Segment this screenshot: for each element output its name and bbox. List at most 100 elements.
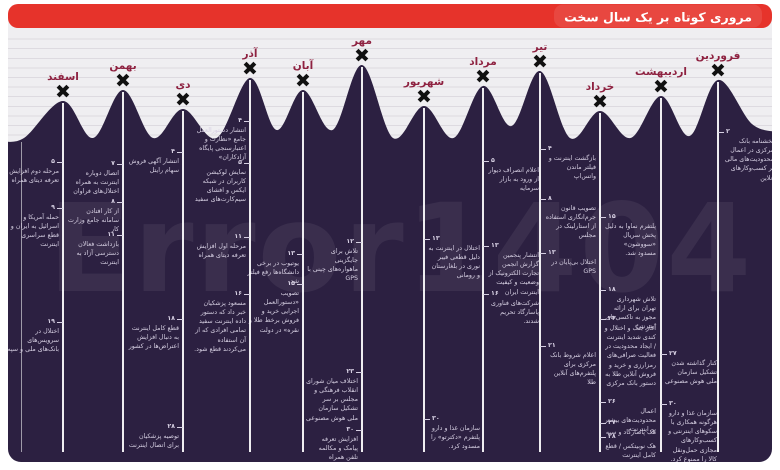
event-day-number: ۱۲: [306, 238, 362, 247]
event-text: افزایش تعرفه پیامک و مکالمه تلفن همراه: [318, 436, 358, 462]
timeline-event: ۸ از کار افتادن سامانه جامع وزارت کار: [67, 198, 123, 234]
timeline-event: ۳۰ افزایش تعرفه پیامک و مکالمه تلفن همراه: [306, 426, 362, 462]
timeline-event: ۲۳ اختلاف میان شورای انقلاب فرهنگی و مجلس…: [306, 368, 362, 423]
event-text: انتشار دستورالعمل جامع «نظارت و اعتبارسن…: [196, 127, 246, 162]
event-text: تلاش شهرداری تهران برای ارائه مجوز به تا…: [605, 296, 656, 331]
month-label: فروردین: [695, 50, 741, 62]
event-day-number: ۸: [67, 198, 123, 207]
peak-x-marker-icon: ✖: [532, 51, 548, 73]
page-title: مروری کوتاه بر یک سال سخت: [564, 9, 752, 25]
event-day-number: ۲۸: [600, 433, 656, 442]
timeline-event: ۸ تصویب قانون جرم‌انگاری استفاده از استار…: [540, 195, 596, 241]
peak-x-marker-icon: ✖: [175, 89, 191, 111]
event-text: اعمال محدودیت‌های بیشتر بر اینترنت: [604, 408, 656, 434]
timeline-event: ۱۸ قطع کامل اینترنت به دنبال افزایش اعترا…: [127, 315, 183, 351]
peak-x-marker-icon: ✖: [592, 91, 608, 113]
event-text: اتصال دوباره اینترنت به همراه اختلال‌های…: [73, 170, 119, 196]
timeline-event: ۱۶ مسعود پزشکیان خبر داد که دستور داده ای…: [194, 290, 250, 354]
month-label: دی: [175, 79, 191, 91]
timeline-event: ۷ اتصال دوباره اینترنت به همراه اختلال‌ها…: [67, 160, 123, 196]
event-day-number: ۱۱: [194, 233, 250, 242]
month-label: تیر: [532, 41, 548, 53]
event-text: حمله آمریکا و اسرائیل به ایران و قطع سرا…: [10, 214, 59, 249]
event-text: اعلام شروط بانک مرکزی برای پلتفرم‌های آن…: [550, 352, 596, 387]
event-day-number: ۴: [540, 145, 596, 154]
event-text: انتشار آگهی فروش سهام رایتل: [128, 158, 179, 175]
event-day-number: ۱۶: [194, 290, 250, 299]
event-text: سازمان غذا و دارو پلتفرم «دکترتو» را مسد…: [431, 425, 480, 451]
title-pill: مروری کوتاه بر یک سال سخت: [554, 4, 762, 28]
timeline-event: ۱۱ بازداشت فعالان دسترسی آزاد به اینترنت: [67, 231, 123, 267]
peak-x-marker-icon: ✖: [416, 86, 432, 108]
month-label: آذر: [242, 48, 258, 60]
event-day-number: ۲۷: [661, 350, 717, 359]
timeline-event: ۳۰ سازمان غذا و دارو هرگونه همکاری با سکو…: [661, 400, 717, 462]
event-text: اختلاف میان شورای انقلاب فرهنگی و مجلس ب…: [306, 378, 358, 422]
month-line-8: [249, 80, 251, 452]
timeline-event: ۲۷ کنار گذاشته شدن تشکیل سازمان ملی هوش م…: [661, 350, 717, 386]
month-line-2: [599, 113, 601, 452]
event-day-number: ۵: [8, 158, 63, 167]
timeline-event: ۱۲ تلاش برای جایگزینی ماهواره‌های چینی با…: [306, 238, 362, 284]
timeline-event: ۱۳ انتشار پنجمین گزارش انجمن تجارت الکترو…: [483, 242, 539, 297]
event-text: تصویب «دستورالعمل اجرایی خرید و فروش برخ…: [248, 290, 299, 334]
month-line-9: [182, 111, 184, 452]
event-day-number: ۱۳: [247, 250, 303, 259]
event-day-number: ۲۳: [600, 315, 656, 324]
month-line-6: [361, 67, 363, 452]
event-text: شرکت‌های فناوری پاسارگاد تحریم شدند.: [491, 300, 539, 326]
peak-x-marker-icon: ✖: [475, 66, 491, 88]
header-bar: مروری کوتاه بر یک سال سخت: [8, 4, 772, 28]
event-day-number: ۷: [67, 160, 123, 169]
timeline-event: ۲۳ آغاز جنگ و اختلال و کندی شدید اینترنت …: [600, 315, 656, 388]
month-label: بهمن: [109, 60, 137, 72]
month-label: آبان: [292, 60, 314, 72]
peak-x-marker-icon: ✖: [115, 70, 131, 92]
timeline-event: ۲۱ اعلام شروط بانک مرکزی برای پلتفرم‌های …: [540, 342, 596, 388]
event-text: بازداشت فعالان دسترسی آزاد به اینترنت: [76, 241, 119, 267]
event-text: هک نوبیتکس / قطع کامل اینترنت: [605, 443, 656, 460]
timeline-event: ۵ اعلام انصراف دیوار از ورود به بازار سرم…: [483, 157, 539, 193]
event-day-number: ۱۸: [600, 286, 656, 295]
month-line-5: [423, 108, 425, 452]
event-text: یوتیوب در برخی دانشگاه‌ها رفع فیلتر شد.: [247, 260, 299, 286]
event-text: سازمان غذا و دارو هرگونه همکاری با سکوها…: [668, 410, 717, 462]
event-text: از کار افتادن سامانه جامع وزارت کار: [68, 208, 119, 234]
peak-x-marker-icon: ✖: [295, 70, 311, 92]
mountain-silhouette: [8, 64, 772, 462]
timeline-event: ۱۸ تلاش شهرداری تهران برای ارائه مجوز به …: [600, 286, 656, 332]
event-text: کنار گذاشته شدن تشکیل سازمان ملی هوش مصن…: [665, 360, 717, 386]
event-text: اعلام انصراف دیوار از ورود به بازار سرما…: [488, 167, 539, 193]
peak-x-marker-icon: ✖: [653, 76, 669, 98]
event-day-number: ۳۰: [424, 415, 480, 424]
event-text: تلاش برای جایگزینی ماهواره‌های چینی با G…: [307, 248, 358, 283]
timeline-event: ۱۶ شرکت‌های فناوری پاسارگاد تحریم شدند.: [483, 290, 539, 326]
event-text: بازگشت اینترنت و فیلتر ماندن واتس‌اپ: [548, 155, 596, 181]
timeline-event: ۴ بازگشت اینترنت و فیلتر ماندن واتس‌اپ: [540, 145, 596, 181]
event-day-number: ۱۸: [127, 315, 183, 324]
event-day-number: ۱۹: [8, 318, 63, 327]
event-text: مسعود پزشکیان خبر داد که دستور داده اینت…: [194, 300, 246, 353]
timeline-event: ۱۱ مرحله اول افزایش تعرفه دیتای همراه: [194, 233, 250, 260]
event-day-number: ۱۵: [600, 213, 656, 222]
month-label: خرداد: [585, 81, 615, 93]
event-day-number: ۸: [540, 195, 596, 204]
timeline-event: ۳۰ سازمان غذا و دارو پلتفرم «دکترتو» را م…: [424, 415, 480, 451]
event-text: هک پاسارگاد و سپه: [605, 429, 656, 436]
event-day-number: ۵: [194, 159, 250, 168]
event-text: توصیه پزشکیان برای اتصال اینترنت: [128, 433, 179, 450]
event-text: اختلال در سرویس‌های بانک‌های ملی و سپه: [8, 328, 59, 354]
event-day-number: ۵: [483, 157, 539, 166]
event-day-number: ۹: [8, 204, 63, 213]
month-line-10: [122, 92, 124, 452]
month-label: مرداد: [469, 56, 497, 68]
peak-x-marker-icon: ✖: [710, 60, 726, 82]
event-text: آغاز جنگ و اختلال و کندی شدید اینترنت / …: [604, 325, 656, 387]
month-line-11: [62, 103, 64, 452]
event-day-number: ۳۰: [661, 400, 717, 409]
event-day-number: ۲۱: [540, 342, 596, 351]
timeline-event: ۴ انتشار آگهی فروش سهام رایتل: [127, 148, 183, 175]
